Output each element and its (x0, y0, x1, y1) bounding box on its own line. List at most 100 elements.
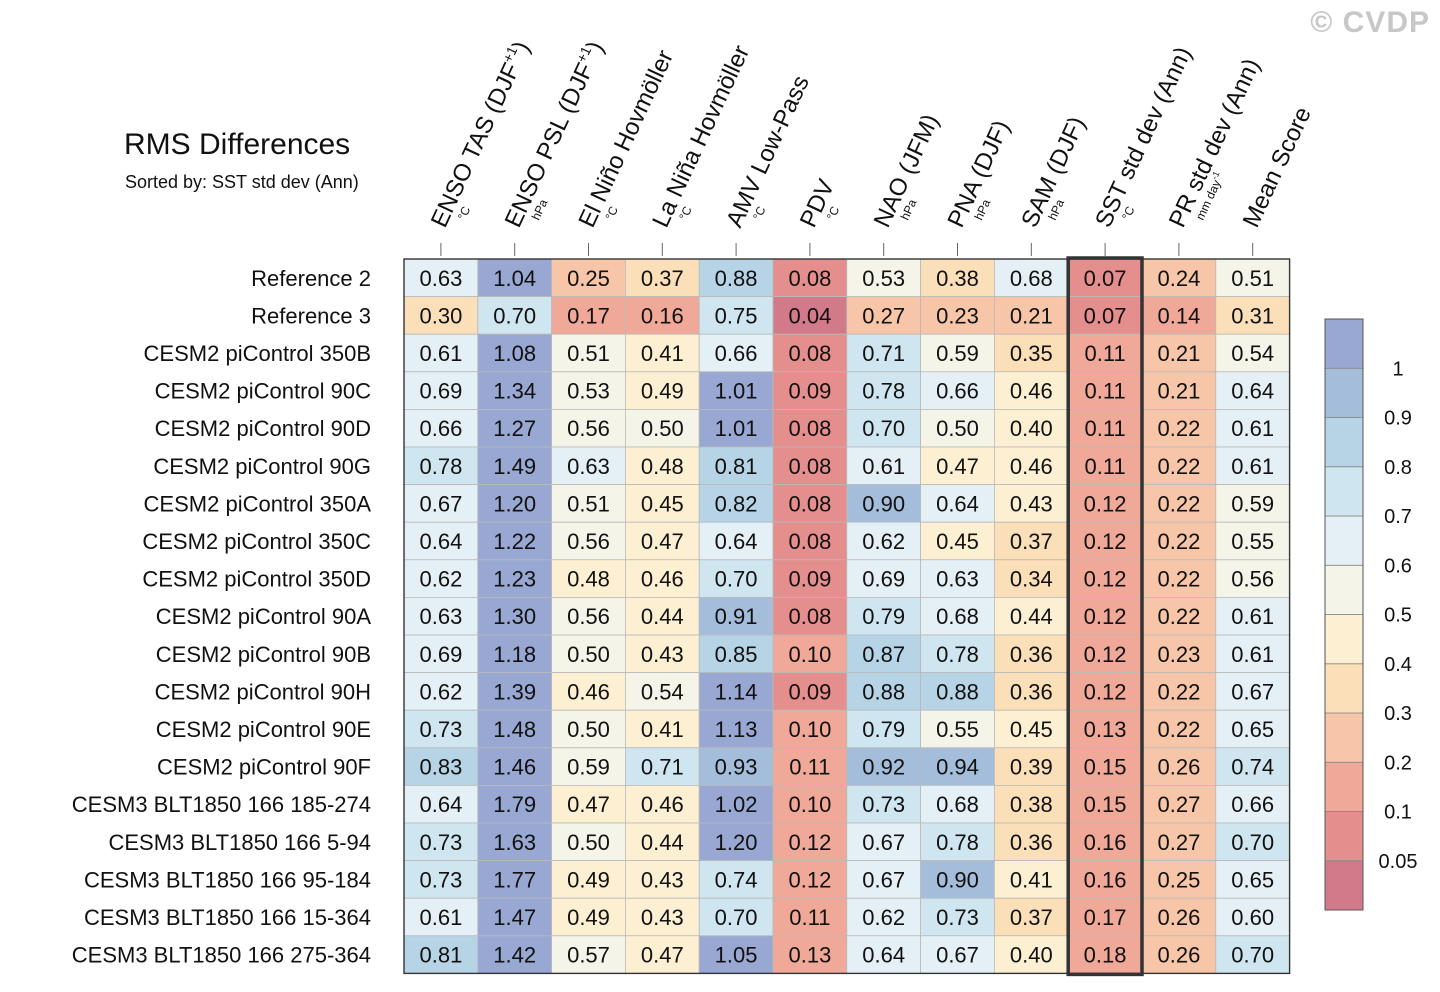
cell-value-label: 0.64 (936, 491, 979, 516)
cell-value-label: 0.46 (641, 792, 684, 817)
cell-value-label: 0.78 (419, 454, 462, 479)
heatmap-cell (1067, 935, 1143, 974)
cell-value-label: 0.27 (1157, 830, 1200, 855)
cell-value-label: 0.53 (567, 379, 610, 404)
heatmap-cell (1215, 446, 1291, 485)
row-label: CESM3 BLT1850 166 5-94 (108, 830, 371, 855)
cell-value-label: 0.41 (641, 717, 684, 742)
cell-value-label: 0.79 (862, 717, 905, 742)
heatmap-cell (994, 672, 1069, 711)
cell-value-label: 0.36 (1010, 642, 1053, 667)
cell-value-label: 0.68 (1010, 266, 1053, 291)
cell-value-label: 0.61 (419, 905, 462, 930)
colorbar-segment (1324, 466, 1364, 517)
cell-value-label: 0.50 (567, 830, 610, 855)
cell-value-label: 0.87 (862, 642, 905, 667)
colorbar-tick-label: 0.6 (1384, 555, 1412, 577)
cell-value-label: 1.23 (493, 567, 536, 592)
cell-value-label: 0.16 (1084, 830, 1127, 855)
heatmap-cell (994, 597, 1069, 636)
heatmap-cell (846, 333, 921, 373)
cell-value-label: 0.64 (1231, 379, 1274, 404)
cell-value-label: 0.64 (419, 792, 462, 817)
cell-value-label: 0.78 (862, 379, 905, 404)
heatmap-cell (551, 785, 626, 824)
colorbar-segment (1324, 614, 1364, 665)
heatmap-cell (698, 747, 774, 786)
heatmap-cell (772, 371, 848, 410)
heatmap-cell (477, 446, 552, 485)
row-label: CESM2 piControl 90B (156, 642, 371, 667)
cell-value-label: 0.67 (862, 830, 905, 855)
cell-value-label: 0.68 (936, 792, 979, 817)
cell-value-label: 0.31 (1231, 303, 1274, 328)
cell-value-label: 0.11 (1085, 454, 1126, 479)
cell-value-label: 0.12 (1084, 604, 1127, 629)
heatmap-cell (1215, 597, 1291, 636)
heatmap-cell (1215, 371, 1291, 410)
cell-value-label: 0.63 (936, 567, 979, 592)
cell-value-label: 0.51 (1231, 266, 1274, 291)
cell-value-label: 0.40 (1010, 943, 1053, 968)
chart-title: RMS Differences (124, 128, 351, 161)
cell-value-label: 0.61 (1231, 642, 1274, 667)
cell-value-label: 0.67 (1231, 679, 1274, 704)
cell-value-label: 1.01 (715, 379, 758, 404)
cell-value-label: 0.45 (641, 491, 684, 516)
cell-value-label: 0.61 (419, 341, 462, 366)
cell-value-label: 0.43 (1010, 491, 1053, 516)
row-label: CESM2 piControl 350A (144, 491, 372, 516)
cell-value-label: 0.08 (788, 491, 831, 516)
cell-value-label: 0.08 (788, 529, 831, 554)
cell-value-label: 0.40 (1010, 416, 1053, 441)
column-unit-label: °C (455, 204, 474, 222)
row-label: CESM2 piControl 90H (155, 679, 371, 704)
cell-value-label: 0.12 (1084, 567, 1127, 592)
column-unit-label: °C (1119, 204, 1138, 222)
cell-value-label: 0.11 (789, 755, 830, 780)
cell-value-label: 1.34 (493, 379, 536, 404)
cell-value-label: 0.46 (1010, 454, 1053, 479)
cell-value-label: 0.56 (567, 604, 610, 629)
row-label: CESM2 piControl 90A (156, 604, 372, 629)
heatmap-cell (698, 634, 774, 673)
heatmap-cell (477, 860, 552, 899)
colorbar-tick-label: 0.1 (1384, 802, 1412, 824)
cell-value-label: 0.21 (1157, 379, 1200, 404)
heatmap-cell (994, 935, 1069, 974)
heatmap-cell (551, 333, 626, 373)
cell-value-label: 0.73 (419, 867, 462, 892)
heatmap-cell (994, 371, 1069, 410)
row-label: CESM2 piControl 350C (142, 529, 371, 554)
cell-value-label: 0.13 (788, 943, 831, 968)
heatmap-cell (698, 935, 774, 974)
colorbar-segment (1324, 712, 1364, 763)
cell-value-label: 0.34 (1010, 567, 1053, 592)
heatmap-cell (1215, 709, 1291, 749)
row-label: CESM2 piControl 90G (153, 454, 371, 479)
heatmap-cell (846, 747, 921, 786)
heatmap-frames (403, 256, 1291, 977)
cell-value-label: 0.35 (1010, 341, 1053, 366)
heatmap-cell (772, 597, 848, 636)
heatmap-cell (846, 935, 921, 974)
cell-value-label: 0.15 (1084, 792, 1127, 817)
cell-value-label: 0.45 (1010, 717, 1053, 742)
colorbar-tick-label: 1 (1392, 358, 1403, 380)
heatmap-cell (1141, 860, 1217, 899)
cell-value-label: 0.65 (1231, 717, 1274, 742)
heatmap-cell (920, 897, 995, 937)
column-labels: ENSO TAS (DJF+1)°C ENSO PSL (DJF+1)hPa El … (426, 37, 1317, 256)
heatmap-cell (477, 521, 552, 561)
heatmap-cell (846, 446, 921, 485)
heatmap-cell (403, 521, 479, 561)
cell-value-label: 0.66 (715, 341, 758, 366)
colorbar-tick-label: 0.7 (1384, 506, 1412, 528)
cell-value-label: 1.39 (493, 679, 536, 704)
heatmap-cell (625, 747, 700, 786)
colorbar-tick-label: 0.4 (1384, 654, 1412, 676)
heatmap-cell (403, 672, 479, 711)
heatmap-cell (1215, 484, 1291, 523)
cell-value-label: 0.56 (567, 529, 610, 554)
heatmap-cell (698, 785, 774, 824)
